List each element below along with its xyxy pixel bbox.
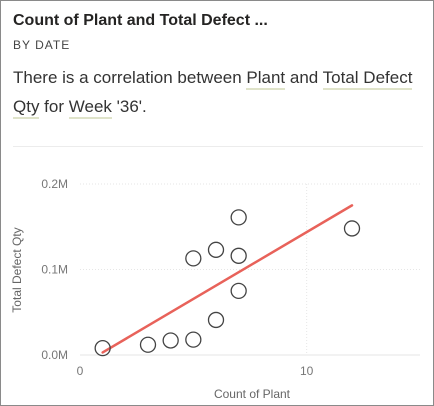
scatter-point[interactable] — [343, 220, 361, 237]
card-title: Count of Plant and Total Defect ... — [13, 12, 268, 29]
insight-text-part: for — [39, 97, 69, 116]
insight-text-part: There is a correlation between — [13, 68, 247, 87]
scatter-point[interactable] — [230, 247, 247, 264]
scatter-point[interactable] — [185, 250, 202, 267]
x-axis-title: Count of Plant — [214, 387, 291, 401]
x-tick-label: 0 — [77, 364, 84, 378]
scatter-point[interactable] — [162, 332, 179, 349]
trendline — [101, 204, 354, 354]
scatter-point[interactable] — [139, 336, 157, 353]
y-tick-label: 0.2M — [41, 177, 68, 191]
y-axis-title: Total Defect Qty — [10, 227, 24, 312]
insight-highlight-week[interactable]: Week — [68, 97, 112, 119]
trendline-layer — [101, 204, 354, 354]
data-points — [94, 209, 361, 357]
y-tick-label: 0.1M — [41, 263, 68, 277]
scatter-point[interactable] — [185, 331, 202, 348]
insight-text: There is a correlation between Plant and… — [13, 63, 418, 121]
scatter-point[interactable] — [230, 209, 247, 226]
card-subtitle: BY DATE — [13, 38, 71, 52]
y-tick-label: 0.0M — [41, 348, 68, 362]
scatter-point[interactable] — [94, 340, 111, 357]
insight-highlight-total-defect-qty[interactable]: Total Defect Qty — [13, 68, 413, 119]
x-tick-label: 10 — [300, 364, 314, 378]
grid-lines — [80, 183, 420, 356]
scatter-point[interactable] — [207, 241, 225, 258]
insight-highlight-plant[interactable]: Plant — [246, 68, 286, 90]
insight-text-part: '36'. — [111, 97, 147, 116]
tick-labels: 0.0M 0.1M 0.2M 0 10 — [41, 177, 313, 378]
scatter-point[interactable] — [207, 311, 225, 329]
divider — [13, 146, 423, 147]
insight-text-part: and — [285, 68, 323, 87]
scatter-point[interactable] — [230, 282, 247, 300]
